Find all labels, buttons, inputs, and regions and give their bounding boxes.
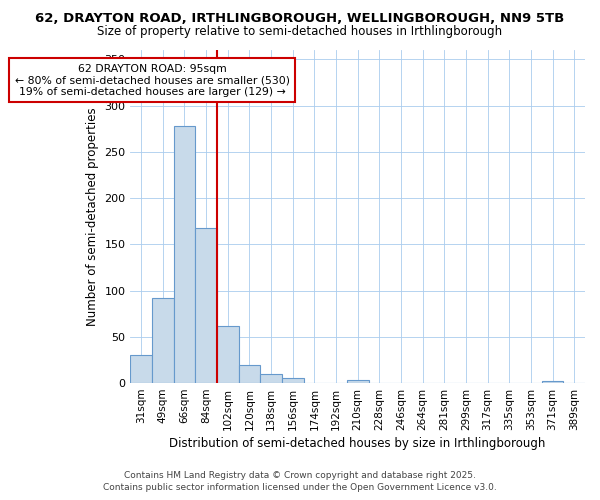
Text: Size of property relative to semi-detached houses in Irthlingborough: Size of property relative to semi-detach… bbox=[97, 25, 503, 38]
Bar bbox=[217, 326, 239, 383]
Bar bbox=[260, 374, 282, 383]
Bar bbox=[542, 381, 563, 383]
Text: 62, DRAYTON ROAD, IRTHLINGBOROUGH, WELLINGBOROUGH, NN9 5TB: 62, DRAYTON ROAD, IRTHLINGBOROUGH, WELLI… bbox=[35, 12, 565, 26]
Text: 62 DRAYTON ROAD: 95sqm
← 80% of semi-detached houses are smaller (530)
19% of se: 62 DRAYTON ROAD: 95sqm ← 80% of semi-det… bbox=[14, 64, 290, 97]
Y-axis label: Number of semi-detached properties: Number of semi-detached properties bbox=[86, 107, 99, 326]
X-axis label: Distribution of semi-detached houses by size in Irthlingborough: Distribution of semi-detached houses by … bbox=[169, 437, 546, 450]
Bar bbox=[282, 378, 304, 383]
Bar bbox=[196, 228, 217, 383]
Bar bbox=[130, 356, 152, 383]
Bar bbox=[347, 380, 368, 383]
Bar bbox=[173, 126, 196, 383]
Bar bbox=[239, 364, 260, 383]
Bar bbox=[152, 298, 173, 383]
Text: Contains HM Land Registry data © Crown copyright and database right 2025.
Contai: Contains HM Land Registry data © Crown c… bbox=[103, 471, 497, 492]
